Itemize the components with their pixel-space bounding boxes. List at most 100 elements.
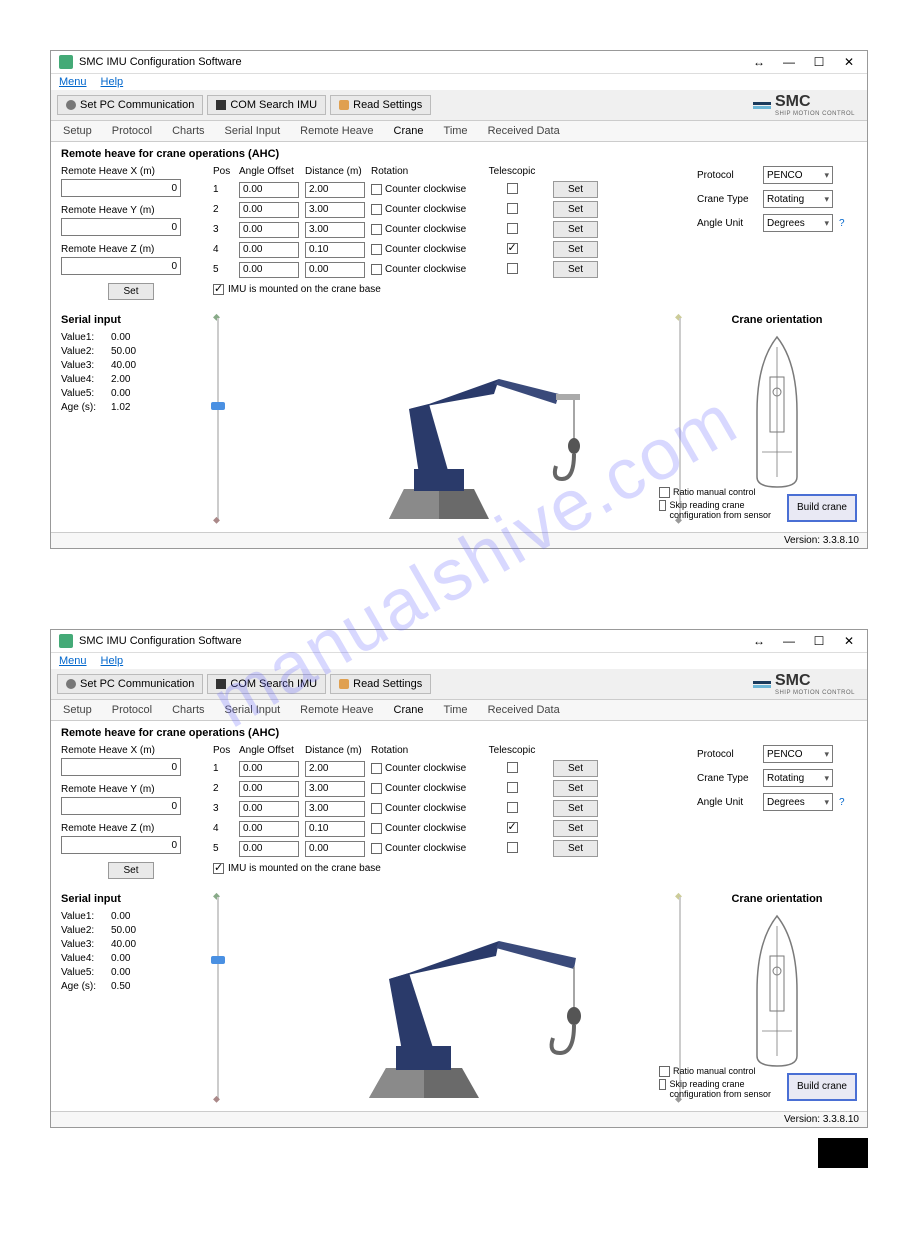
vertical-slider[interactable]: ⬥ ⬥ bbox=[211, 314, 225, 524]
pos-set-button[interactable]: Set bbox=[553, 760, 598, 777]
com-search-imu-button[interactable]: COM Search IMU bbox=[207, 95, 326, 115]
angle-offset-input[interactable] bbox=[239, 202, 299, 218]
menu-menu[interactable]: Menu bbox=[59, 76, 87, 88]
telescopic-checkbox[interactable] bbox=[507, 782, 518, 793]
counter-clockwise-checkbox[interactable] bbox=[371, 224, 382, 235]
close-button[interactable]: ✕ bbox=[843, 56, 855, 68]
telescopic-checkbox[interactable] bbox=[507, 203, 518, 214]
ratio-manual-checkbox[interactable] bbox=[659, 1066, 670, 1077]
pos-set-button[interactable]: Set bbox=[553, 800, 598, 817]
help-icon[interactable]: ? bbox=[839, 218, 845, 229]
distance-input[interactable] bbox=[305, 801, 365, 817]
distance-input[interactable] bbox=[305, 202, 365, 218]
distance-input[interactable] bbox=[305, 781, 365, 797]
read-settings-button[interactable]: Read Settings bbox=[330, 674, 431, 694]
pos-set-button[interactable]: Set bbox=[553, 241, 598, 258]
imu-mounted-checkbox[interactable] bbox=[213, 284, 224, 295]
tab-received-data[interactable]: Received Data bbox=[484, 123, 564, 139]
slider-thumb[interactable] bbox=[211, 402, 225, 410]
pos-set-button[interactable]: Set bbox=[553, 201, 598, 218]
telescopic-checkbox[interactable] bbox=[507, 223, 518, 234]
telescopic-checkbox[interactable] bbox=[507, 802, 518, 813]
angle-offset-input[interactable] bbox=[239, 262, 299, 278]
angle-offset-input[interactable] bbox=[239, 781, 299, 797]
counter-clockwise-checkbox[interactable] bbox=[371, 184, 382, 195]
counter-clockwise-checkbox[interactable] bbox=[371, 823, 382, 834]
distance-input[interactable] bbox=[305, 182, 365, 198]
help-icon[interactable]: ? bbox=[839, 797, 845, 808]
tab-crane[interactable]: Crane bbox=[390, 123, 428, 139]
heave-x-input[interactable] bbox=[61, 758, 181, 776]
skip-reading-checkbox[interactable] bbox=[659, 500, 667, 511]
protocol-select[interactable]: PENCO bbox=[763, 745, 833, 763]
build-crane-button[interactable]: Build crane bbox=[787, 1073, 857, 1101]
heave-z-input[interactable] bbox=[61, 257, 181, 275]
menu-help[interactable]: Help bbox=[101, 76, 124, 88]
imu-mounted-checkbox[interactable] bbox=[213, 863, 224, 874]
com-search-imu-button[interactable]: COM Search IMU bbox=[207, 674, 326, 694]
minimize-button[interactable]: — bbox=[783, 635, 795, 647]
tab-crane[interactable]: Crane bbox=[390, 702, 428, 718]
tab-received-data[interactable]: Received Data bbox=[484, 702, 564, 718]
distance-input[interactable] bbox=[305, 761, 365, 777]
tab-charts[interactable]: Charts bbox=[168, 702, 208, 718]
telescopic-checkbox[interactable] bbox=[507, 183, 518, 194]
maximize-button[interactable]: ☐ bbox=[813, 56, 825, 68]
set-pc-communication-button[interactable]: Set PC Communication bbox=[57, 674, 203, 694]
tab-setup[interactable]: Setup bbox=[59, 123, 96, 139]
menu-help[interactable]: Help bbox=[101, 655, 124, 667]
angle-offset-input[interactable] bbox=[239, 242, 299, 258]
tab-time[interactable]: Time bbox=[440, 702, 472, 718]
telescopic-checkbox[interactable] bbox=[507, 762, 518, 773]
telescopic-checkbox[interactable] bbox=[507, 822, 518, 833]
crane-type-select[interactable]: Rotating bbox=[763, 769, 833, 787]
menu-menu[interactable]: Menu bbox=[59, 655, 87, 667]
angle-offset-input[interactable] bbox=[239, 222, 299, 238]
pos-set-button[interactable]: Set bbox=[553, 221, 598, 238]
protocol-select[interactable]: PENCO bbox=[763, 166, 833, 184]
tab-remote-heave[interactable]: Remote Heave bbox=[296, 123, 377, 139]
distance-input[interactable] bbox=[305, 222, 365, 238]
counter-clockwise-checkbox[interactable] bbox=[371, 264, 382, 275]
heave-y-input[interactable] bbox=[61, 797, 181, 815]
counter-clockwise-checkbox[interactable] bbox=[371, 204, 382, 215]
read-settings-button[interactable]: Read Settings bbox=[330, 95, 431, 115]
ratio-manual-checkbox[interactable] bbox=[659, 487, 670, 498]
counter-clockwise-checkbox[interactable] bbox=[371, 843, 382, 854]
set-pc-communication-button[interactable]: Set PC Communication bbox=[57, 95, 203, 115]
pos-set-button[interactable]: Set bbox=[553, 261, 598, 278]
angle-offset-input[interactable] bbox=[239, 821, 299, 837]
pos-set-button[interactable]: Set bbox=[553, 820, 598, 837]
skip-reading-checkbox[interactable] bbox=[659, 1079, 667, 1090]
distance-input[interactable] bbox=[305, 841, 365, 857]
angle-unit-select[interactable]: Degrees bbox=[763, 214, 833, 232]
build-crane-button[interactable]: Build crane bbox=[787, 494, 857, 522]
tab-remote-heave[interactable]: Remote Heave bbox=[296, 702, 377, 718]
pos-set-button[interactable]: Set bbox=[553, 780, 598, 797]
maximize-button[interactable]: ☐ bbox=[813, 635, 825, 647]
crane-type-select[interactable]: Rotating bbox=[763, 190, 833, 208]
tab-charts[interactable]: Charts bbox=[168, 123, 208, 139]
close-button[interactable]: ✕ bbox=[843, 635, 855, 647]
tab-protocol[interactable]: Protocol bbox=[108, 702, 156, 718]
distance-input[interactable] bbox=[305, 262, 365, 278]
heave-z-input[interactable] bbox=[61, 836, 181, 854]
telescopic-checkbox[interactable] bbox=[507, 842, 518, 853]
pos-set-button[interactable]: Set bbox=[553, 840, 598, 857]
tab-serial-input[interactable]: Serial Input bbox=[221, 123, 285, 139]
vertical-slider[interactable]: ⬥ ⬥ bbox=[211, 893, 225, 1103]
distance-input[interactable] bbox=[305, 821, 365, 837]
tab-setup[interactable]: Setup bbox=[59, 702, 96, 718]
heave-set-button[interactable]: Set bbox=[108, 862, 153, 879]
angle-unit-select[interactable]: Degrees bbox=[763, 793, 833, 811]
counter-clockwise-checkbox[interactable] bbox=[371, 783, 382, 794]
telescopic-checkbox[interactable] bbox=[507, 263, 518, 274]
angle-offset-input[interactable] bbox=[239, 761, 299, 777]
heave-y-input[interactable] bbox=[61, 218, 181, 236]
pos-set-button[interactable]: Set bbox=[553, 181, 598, 198]
counter-clockwise-checkbox[interactable] bbox=[371, 763, 382, 774]
tab-protocol[interactable]: Protocol bbox=[108, 123, 156, 139]
restore-icon[interactable]: ↔ bbox=[753, 56, 765, 68]
telescopic-checkbox[interactable] bbox=[507, 243, 518, 254]
tab-serial-input[interactable]: Serial Input bbox=[221, 702, 285, 718]
